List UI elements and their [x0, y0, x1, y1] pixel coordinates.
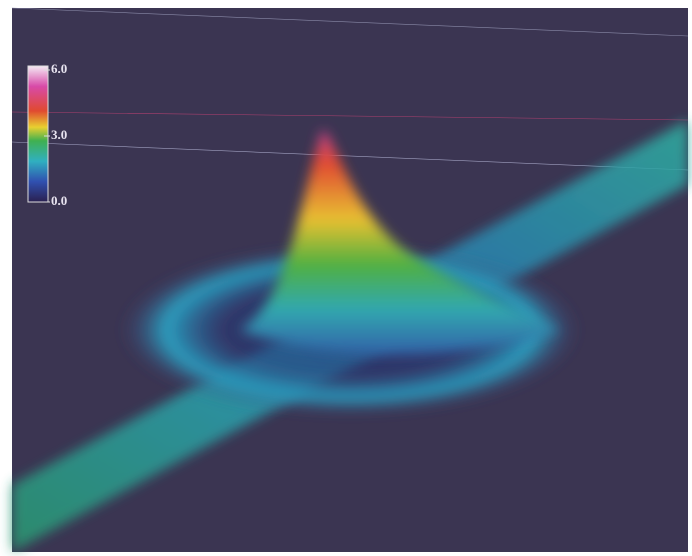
guide-line — [11, 111, 689, 121]
guide-line — [11, 7, 689, 37]
colorbar — [27, 65, 49, 203]
peak — [240, 130, 560, 355]
colorbar-tick-label: 6.0 — [51, 61, 67, 76]
colorbar-tick-label: 3.0 — [51, 127, 67, 142]
colorbar-tick-label: 0.0 — [51, 193, 67, 208]
guide-line — [11, 141, 689, 171]
